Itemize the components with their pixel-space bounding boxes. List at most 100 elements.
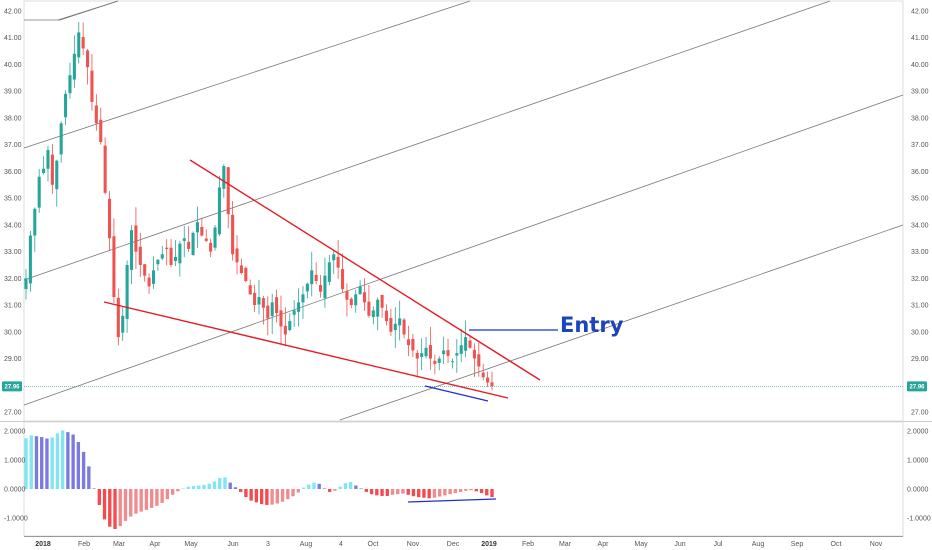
oscillator-bar bbox=[218, 477, 222, 489]
oscillator-bar bbox=[343, 483, 348, 489]
last-price-badge-left-text: 27.96 bbox=[4, 385, 20, 391]
candle-body bbox=[411, 338, 415, 351]
time-tick-label: Oct bbox=[831, 541, 842, 548]
oscillator-bar bbox=[312, 482, 316, 489]
candle-body bbox=[68, 75, 72, 94]
channel-line bbox=[59, 0, 119, 21]
time-tick-label: Sep bbox=[791, 541, 804, 548]
price-tick-label: 40.00 bbox=[911, 62, 929, 69]
oscillator-bar bbox=[165, 489, 170, 500]
price-tick-label: 37.00 bbox=[911, 142, 929, 149]
price-tick-label: 39.00 bbox=[911, 89, 929, 96]
oscillator-bar bbox=[40, 437, 44, 489]
candle-body bbox=[402, 319, 406, 335]
price-tick-label: 30.00 bbox=[911, 329, 929, 336]
candle-body bbox=[428, 345, 432, 359]
oscillator-bar bbox=[396, 489, 400, 495]
time-tick-label: 2019 bbox=[481, 541, 497, 548]
oscillator-bar bbox=[244, 489, 248, 498]
oscillator-bar bbox=[228, 482, 232, 489]
osc-tick-label: 2.0000 bbox=[4, 429, 26, 436]
candle-body bbox=[398, 318, 402, 326]
oscillator-bar bbox=[333, 489, 337, 491]
candle-body bbox=[371, 310, 375, 318]
candle-body bbox=[59, 123, 63, 155]
oscillator-bar bbox=[490, 489, 494, 498]
oscillator-bar bbox=[437, 489, 442, 497]
oscillator-bar bbox=[24, 438, 28, 489]
osc-tick-label: 1.0000 bbox=[907, 458, 929, 465]
price-tick-label: 39.00 bbox=[4, 89, 22, 96]
time-tick-label: Nov bbox=[870, 541, 883, 548]
candle-body bbox=[477, 354, 481, 367]
candle-body bbox=[354, 294, 358, 306]
oscillator-bar bbox=[317, 483, 321, 489]
oscillator-bar bbox=[170, 489, 175, 495]
price-tick-label: 34.00 bbox=[911, 222, 929, 229]
candle-body bbox=[226, 167, 230, 215]
price-tick-label: 36.00 bbox=[4, 169, 22, 176]
time-tick-label: Mar bbox=[113, 541, 126, 548]
oscillator-bar bbox=[176, 489, 180, 492]
candle-body bbox=[406, 339, 411, 346]
oscillator-bar bbox=[301, 487, 306, 489]
oscillator-bar bbox=[422, 489, 426, 498]
oscillator-bar bbox=[280, 489, 285, 502]
candle-body bbox=[239, 265, 243, 273]
oscillator-bar bbox=[364, 489, 369, 492]
oscillator-bar bbox=[191, 486, 196, 489]
oscillator-bar bbox=[149, 489, 154, 508]
oscillator-bar bbox=[469, 489, 473, 491]
oscillator-bar bbox=[134, 489, 138, 514]
candle-body bbox=[156, 259, 160, 265]
oscillator-bar bbox=[60, 430, 65, 489]
price-tick-label: 31.00 bbox=[4, 303, 22, 310]
oscillator-bar bbox=[380, 489, 384, 496]
candle-body bbox=[222, 166, 226, 189]
entry-annotation: Entry bbox=[560, 313, 624, 337]
time-tick-label: Apr bbox=[150, 541, 162, 548]
time-tick-label: Mar bbox=[559, 541, 572, 548]
oscillator-bar bbox=[102, 489, 107, 520]
osc-tick-label: 1.0000 bbox=[4, 458, 26, 465]
oscillator-bar bbox=[485, 489, 489, 496]
candle-body bbox=[90, 70, 94, 102]
oscillator-bar bbox=[113, 489, 117, 530]
oscillator-bar bbox=[432, 489, 437, 498]
oscillator-bar bbox=[123, 489, 128, 521]
candle-body bbox=[292, 310, 296, 315]
candle-body bbox=[376, 299, 380, 317]
price-tick-label: 35.00 bbox=[911, 196, 929, 203]
time-tick-label: Aug bbox=[300, 541, 313, 548]
oscillator-bar bbox=[265, 489, 269, 505]
oscillator-bar bbox=[354, 485, 358, 489]
oscillator-bar bbox=[474, 489, 478, 492]
candle-body bbox=[468, 340, 472, 348]
time-tick-label: Aug bbox=[752, 541, 765, 548]
candle-body bbox=[169, 247, 173, 265]
price-tick-label: 35.00 bbox=[4, 196, 22, 203]
candle-body bbox=[314, 274, 318, 282]
candle-body bbox=[50, 154, 54, 185]
oscillator-bar bbox=[181, 488, 185, 490]
oscillator-bar bbox=[160, 489, 164, 503]
candle-body bbox=[362, 292, 367, 303]
wedge-lower-trendline bbox=[103, 301, 509, 399]
price-tick-label: 30.00 bbox=[4, 329, 22, 336]
candle-body bbox=[310, 270, 314, 285]
candle-body bbox=[420, 353, 424, 357]
candle-body bbox=[99, 119, 103, 142]
candle-body bbox=[151, 270, 156, 284]
candle-body bbox=[446, 350, 450, 356]
oscillator-bar bbox=[291, 489, 295, 497]
candle-body bbox=[204, 238, 208, 241]
last-price-badge-right bbox=[907, 381, 927, 392]
time-tick-label: 3 bbox=[266, 541, 270, 548]
oscillator-bar bbox=[448, 489, 452, 495]
time-tick-label: May bbox=[184, 541, 198, 548]
candle-body bbox=[349, 298, 353, 306]
last-price-badge-right-text: 27.96 bbox=[909, 385, 925, 391]
osc-tick-label: 0.0000 bbox=[4, 487, 26, 494]
candle-body bbox=[433, 360, 437, 364]
candle-body bbox=[24, 278, 28, 290]
